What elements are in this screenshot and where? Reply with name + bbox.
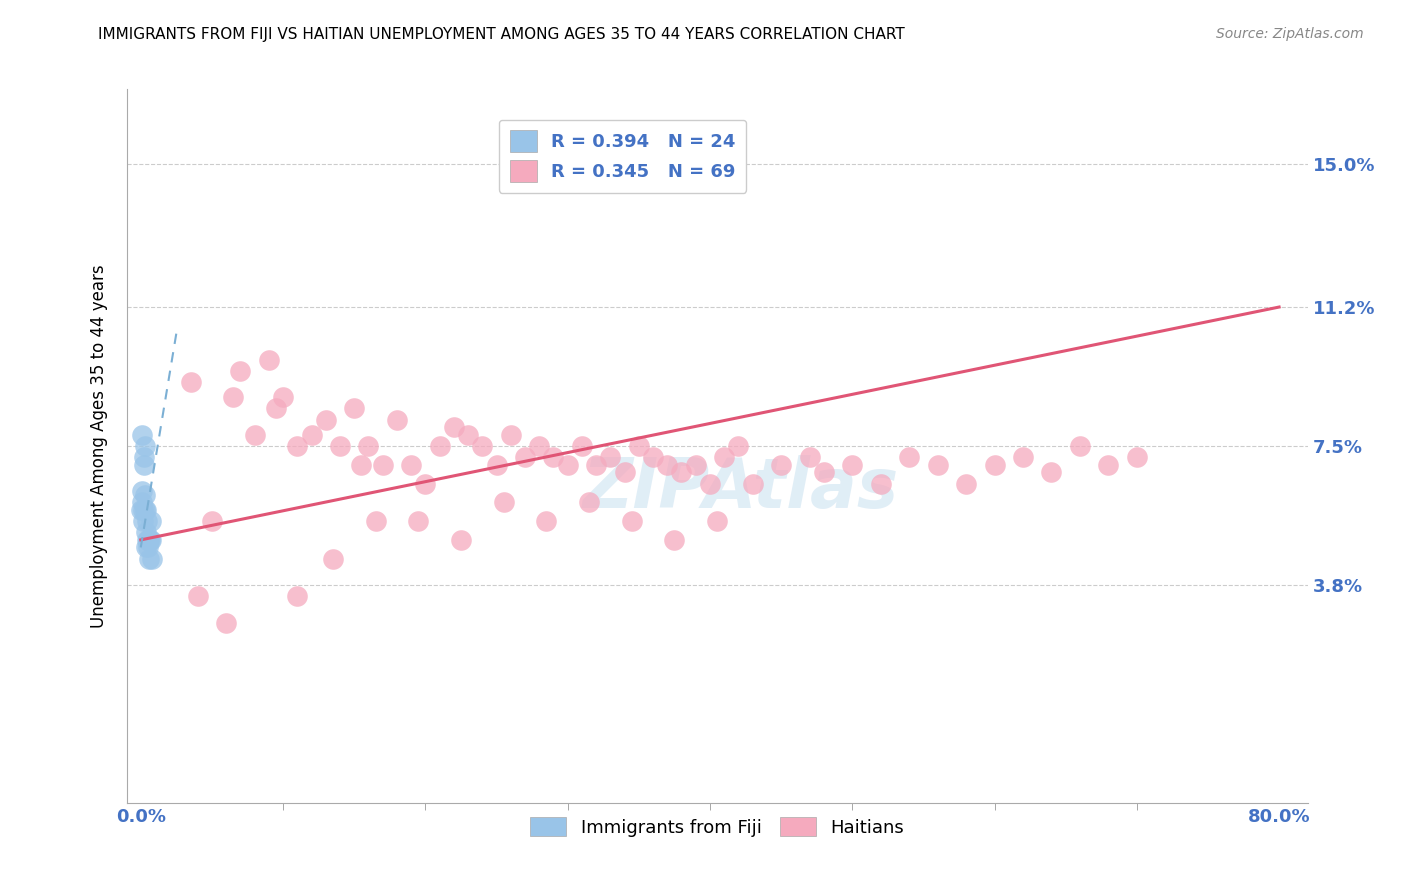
Point xyxy=(357,439,380,453)
Point xyxy=(385,413,408,427)
Point xyxy=(138,533,160,547)
Point xyxy=(132,503,155,517)
Point xyxy=(201,514,224,528)
Point xyxy=(315,413,337,427)
Point xyxy=(685,458,707,472)
Point xyxy=(187,589,209,603)
Point xyxy=(215,615,238,630)
Point xyxy=(134,439,156,453)
Point xyxy=(527,439,550,453)
Point xyxy=(1069,439,1091,453)
Point xyxy=(371,458,394,472)
Point xyxy=(134,503,156,517)
Point xyxy=(141,551,163,566)
Y-axis label: Unemployment Among Ages 35 to 44 years: Unemployment Among Ages 35 to 44 years xyxy=(90,264,108,628)
Text: Source: ZipAtlas.com: Source: ZipAtlas.com xyxy=(1216,27,1364,41)
Point xyxy=(131,495,153,509)
Point xyxy=(536,514,558,528)
Point xyxy=(513,450,536,465)
Point xyxy=(406,514,429,528)
Point xyxy=(134,450,156,465)
Point xyxy=(180,375,202,389)
Point xyxy=(557,458,579,472)
Point xyxy=(443,420,465,434)
Point xyxy=(136,533,159,547)
Point xyxy=(139,514,162,528)
Point xyxy=(135,503,157,517)
Point xyxy=(131,427,153,442)
Point xyxy=(613,465,636,479)
Point xyxy=(770,458,793,472)
Point xyxy=(571,439,593,453)
Point xyxy=(799,450,821,465)
Point xyxy=(450,533,472,547)
Point xyxy=(741,476,763,491)
Point xyxy=(264,401,287,416)
Point xyxy=(485,458,508,472)
Text: IMMIGRANTS FROM FIJI VS HAITIAN UNEMPLOYMENT AMONG AGES 35 TO 44 YEARS CORRELATI: IMMIGRANTS FROM FIJI VS HAITIAN UNEMPLOY… xyxy=(98,27,905,42)
Point xyxy=(585,458,607,472)
Point xyxy=(599,450,621,465)
Point xyxy=(138,551,160,566)
Point xyxy=(869,476,891,491)
Point xyxy=(671,465,693,479)
Point xyxy=(499,427,522,442)
Point xyxy=(132,458,155,472)
Point xyxy=(343,401,366,416)
Point xyxy=(399,458,422,472)
Point xyxy=(492,495,515,509)
Point xyxy=(301,427,323,442)
Point xyxy=(841,458,863,472)
Point xyxy=(322,551,344,566)
Point xyxy=(285,589,308,603)
Point xyxy=(131,484,153,499)
Point xyxy=(136,533,159,547)
Point xyxy=(285,439,308,453)
Point xyxy=(329,439,352,453)
Point xyxy=(1126,450,1149,465)
Point xyxy=(415,476,437,491)
Point xyxy=(131,503,153,517)
Point xyxy=(136,541,159,555)
Point xyxy=(927,458,949,472)
Text: ZIPAtlas: ZIPAtlas xyxy=(582,455,898,523)
Point xyxy=(713,450,735,465)
Point xyxy=(134,488,156,502)
Point xyxy=(1097,458,1119,472)
Point xyxy=(699,476,721,491)
Point xyxy=(727,439,749,453)
Point xyxy=(641,450,664,465)
Point xyxy=(257,352,280,367)
Point xyxy=(664,533,686,547)
Point xyxy=(135,514,157,528)
Point xyxy=(1012,450,1035,465)
Point xyxy=(429,439,451,453)
Point xyxy=(135,525,157,540)
Point xyxy=(1040,465,1063,479)
Point xyxy=(135,541,157,555)
Point xyxy=(543,450,565,465)
Point xyxy=(229,364,252,378)
Point xyxy=(955,476,977,491)
Point xyxy=(813,465,835,479)
Point xyxy=(657,458,679,472)
Point xyxy=(620,514,643,528)
Point xyxy=(457,427,479,442)
Point xyxy=(141,533,163,547)
Point xyxy=(132,514,155,528)
Point xyxy=(271,390,294,404)
Legend: Immigrants from Fiji, Haitians: Immigrants from Fiji, Haitians xyxy=(523,810,911,844)
Point xyxy=(898,450,921,465)
Point xyxy=(983,458,1005,472)
Point xyxy=(139,533,162,547)
Point xyxy=(471,439,494,453)
Point xyxy=(364,514,387,528)
Point xyxy=(706,514,728,528)
Point xyxy=(627,439,650,453)
Point xyxy=(578,495,600,509)
Point xyxy=(350,458,373,472)
Point xyxy=(222,390,245,404)
Point xyxy=(243,427,266,442)
